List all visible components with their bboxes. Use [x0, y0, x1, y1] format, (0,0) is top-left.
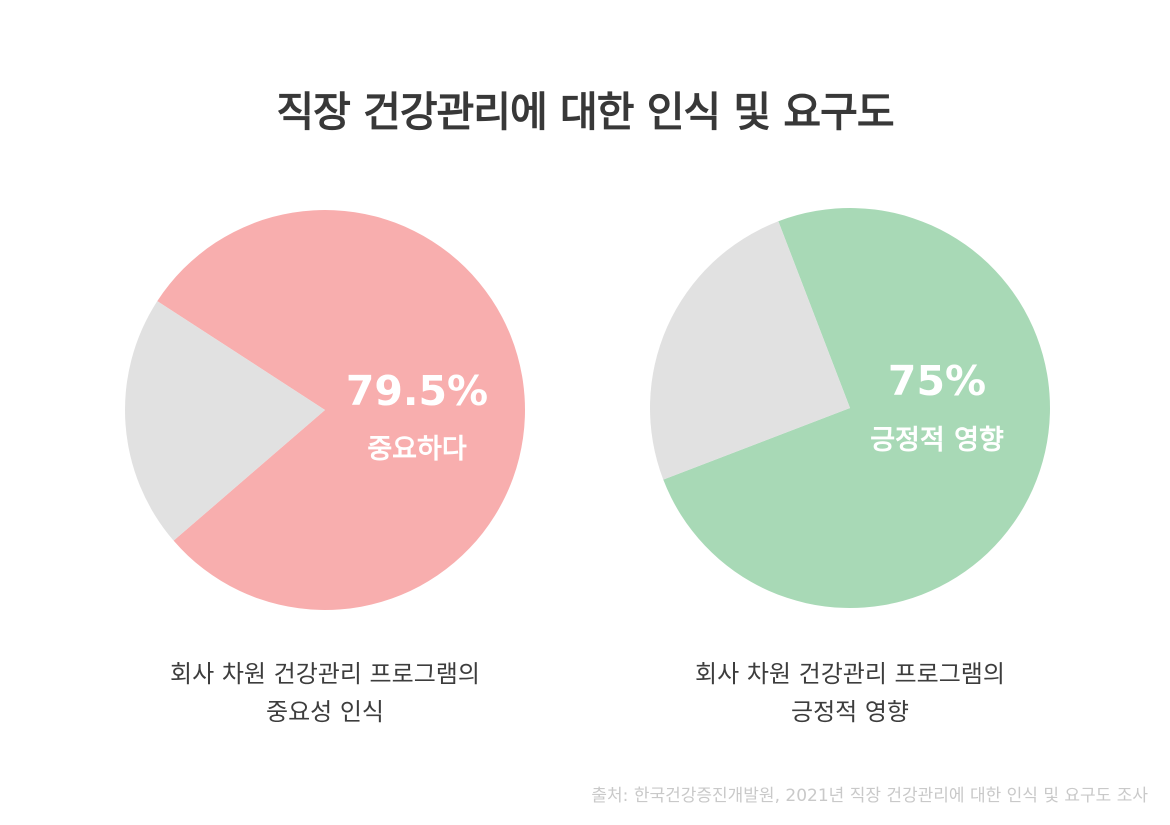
pie-slice-main [157, 210, 526, 611]
source-note: 출처: 한국건강증진개발원, 2021년 직장 건강관리에 대한 인식 및 요구… [591, 786, 1148, 806]
pie-positive-value-label: 75% [888, 357, 986, 405]
pie-importance-caption: 회사 차원 건강관리 프로그램의 중요성 인식 [115, 655, 535, 731]
pie-positive-slice-label: 긍정적 영향 [870, 425, 1004, 456]
pie-slice-rest [649, 221, 850, 480]
caption-line-2: 긍정적 영향 [790, 698, 910, 726]
pie-slice-rest [125, 301, 325, 541]
pie-positive-effect-svg: 75% 긍정적 영향 [649, 207, 1050, 608]
pie-chart-positive-effect: 75% 긍정적 영향 회사 차원 건강관리 프로그램의 긍정적 영향 [640, 205, 1060, 731]
pie-importance-value-label: 79.5% [346, 367, 488, 415]
caption-line-2: 중요성 인식 [265, 698, 385, 726]
caption-line-1: 회사 차원 건강관리 프로그램의 [695, 660, 1005, 688]
pie-slice-main [663, 207, 1050, 608]
pie-chart-importance: 79.5% 중요하다 회사 차원 건강관리 프로그램의 중요성 인식 [115, 205, 535, 731]
chart-title: 직장 건강관리에 대한 인식 및 요구도 [276, 88, 894, 136]
pie-importance-slice-label: 중요하다 [367, 434, 467, 465]
pie-importance-svg: 79.5% 중요하다 [125, 210, 526, 611]
pie-positive-caption: 회사 차원 건강관리 프로그램의 긍정적 영향 [640, 655, 1060, 731]
caption-line-1: 회사 차원 건강관리 프로그램의 [170, 660, 480, 688]
